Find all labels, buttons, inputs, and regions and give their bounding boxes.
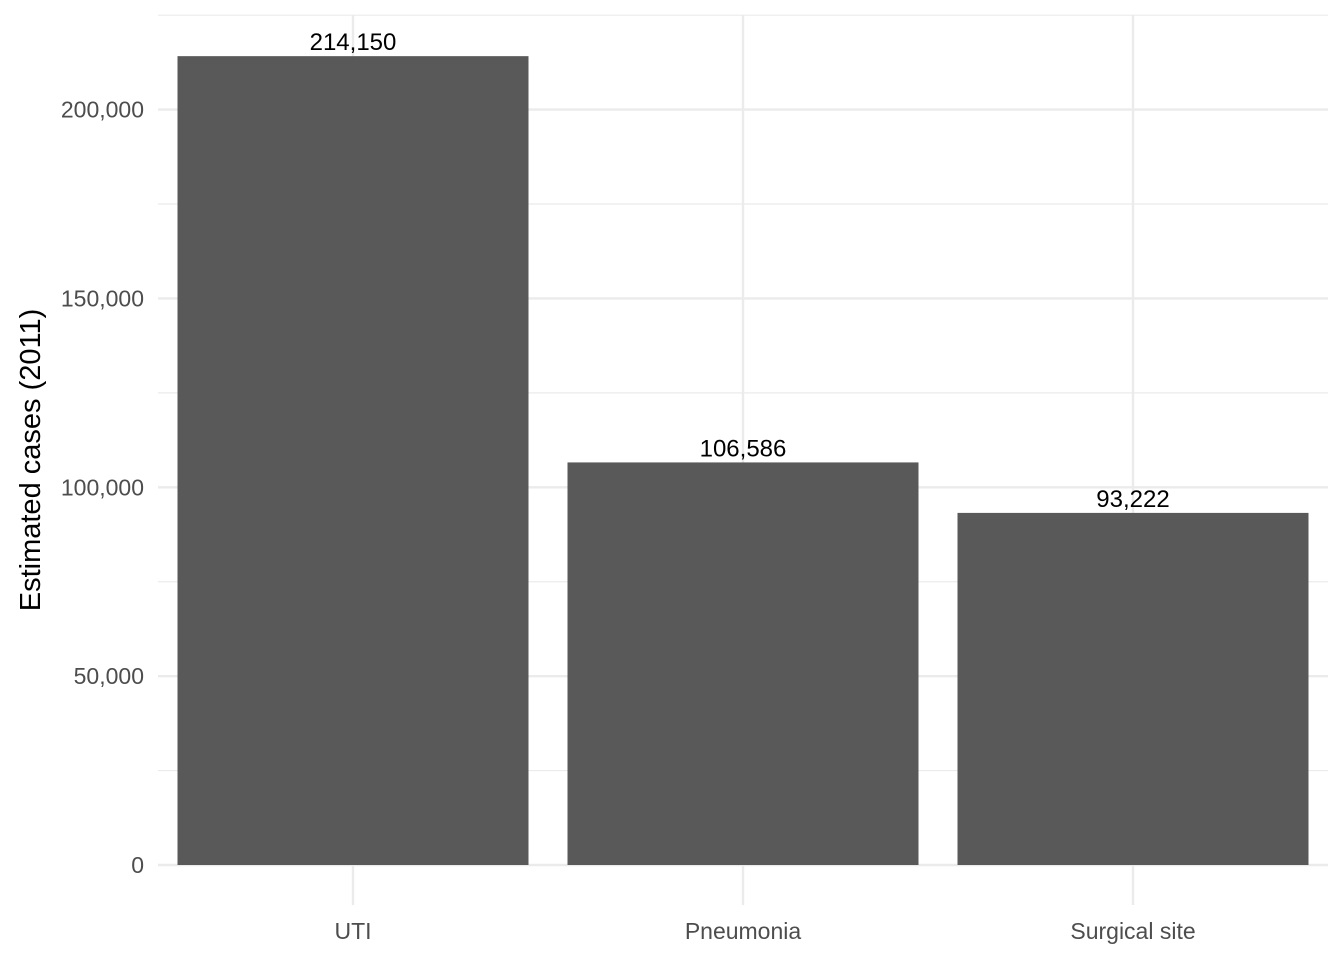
- x-tick-label: Surgical site: [1070, 918, 1195, 944]
- bar-pneumonia: [567, 462, 919, 865]
- y-tick-label: 50,000: [74, 663, 144, 689]
- data-label: 93,222: [1096, 486, 1169, 513]
- y-tick-label: 100,000: [61, 474, 144, 500]
- data-labels: 214,150 106,586 93,222: [310, 29, 1170, 513]
- y-tick-label: 200,000: [61, 97, 144, 123]
- bar-surgical-site: [957, 512, 1309, 865]
- y-axis-title: Estimated cases (2011): [15, 309, 47, 612]
- x-axis-tick-labels: UTI Pneumonia Surgical site: [334, 918, 1195, 944]
- y-tick-label: 150,000: [61, 285, 144, 311]
- data-label: 106,586: [700, 435, 787, 462]
- x-tick-label: Pneumonia: [685, 918, 802, 944]
- y-axis-tick-labels: 0 50,000 100,000 150,000 200,000: [61, 97, 144, 878]
- x-tick-label: UTI: [334, 918, 371, 944]
- bar-uti: [177, 56, 529, 865]
- bars: [177, 56, 1309, 865]
- y-tick-label: 0: [131, 852, 144, 878]
- data-label: 214,150: [310, 29, 397, 56]
